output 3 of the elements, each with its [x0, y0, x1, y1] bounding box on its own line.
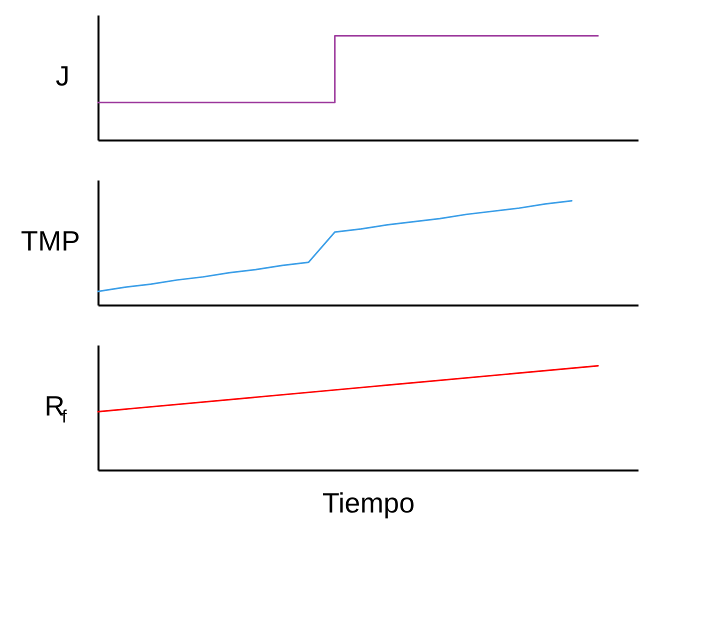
y-axis-title: J	[56, 60, 70, 92]
x-axis-title: Tiempo	[322, 488, 415, 518]
y-axis-title: TMP	[20, 226, 80, 256]
